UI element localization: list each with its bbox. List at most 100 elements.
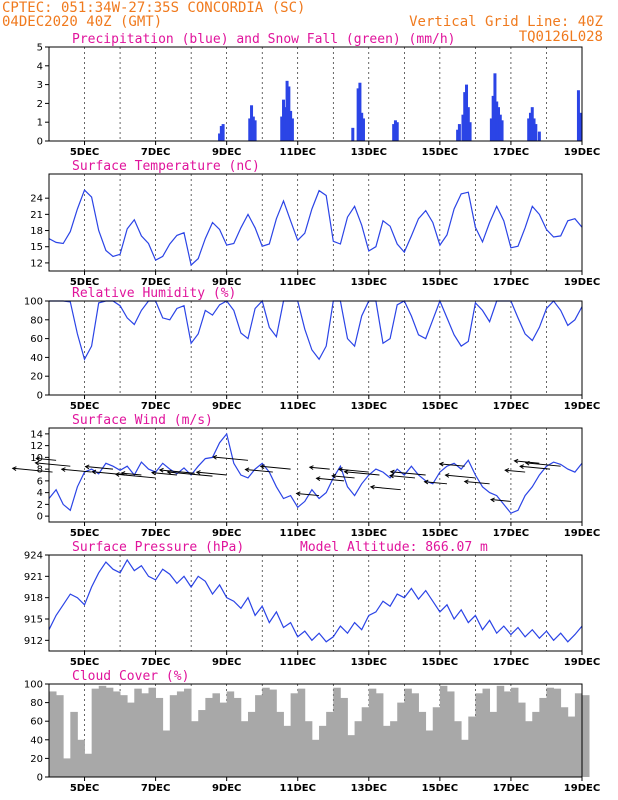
pressure-ytick-label: 918 bbox=[24, 593, 43, 604]
cloud-bar bbox=[560, 707, 569, 777]
precip-bar bbox=[528, 112, 532, 141]
wind-arrowhead bbox=[308, 465, 314, 470]
rh-xtick-label: 9DEC bbox=[212, 401, 241, 412]
rh-xtick-label: 19DEC bbox=[564, 401, 600, 412]
pressure-title: Surface Pressure (hPa) bbox=[72, 540, 244, 555]
rh-ytick-label: 40 bbox=[30, 353, 43, 364]
precip-bar bbox=[532, 118, 536, 141]
wind-arrow bbox=[390, 475, 416, 479]
temp-ytick-label: 24 bbox=[30, 194, 43, 205]
wind-arrow bbox=[159, 469, 195, 474]
temp-xtick-label: 9DEC bbox=[212, 277, 241, 288]
pressure-xtick-label: 9DEC bbox=[212, 657, 241, 668]
cloud-bar bbox=[446, 691, 455, 777]
cloud-bar bbox=[354, 721, 363, 777]
wind-arrowhead bbox=[34, 460, 40, 466]
cloud-bar bbox=[127, 702, 135, 777]
rh-line bbox=[49, 299, 583, 361]
precip-xtick-label: 19DEC bbox=[564, 147, 600, 158]
precip-bar bbox=[496, 107, 500, 141]
cloud-bar bbox=[368, 688, 377, 777]
cloud-panel: Cloud Cover (%) 0 20 40 60 80 100 5DEC 7DEC 9DEC 1… bbox=[24, 669, 600, 794]
cloud-bar bbox=[489, 711, 498, 777]
wind-arrow bbox=[85, 466, 114, 470]
pressure-ytick-label: 912 bbox=[24, 636, 43, 647]
cloud-bar bbox=[134, 688, 142, 777]
wind-arrow bbox=[36, 457, 57, 461]
wind-arrowhead bbox=[166, 469, 172, 475]
wind-arrowhead bbox=[444, 473, 450, 478]
header-line1: CPTEC: 051:34W-27:35S CONCORDIA (SC) bbox=[2, 0, 305, 16]
wind-xtick-label: 11DEC bbox=[280, 528, 316, 539]
precip-bar bbox=[576, 90, 580, 141]
wind-arrow bbox=[439, 463, 465, 467]
temp-xtick-label: 11DEC bbox=[280, 277, 316, 288]
cloud-bar bbox=[439, 685, 448, 777]
cloud-xtick-label: 9DEC bbox=[212, 783, 241, 794]
wind-arrowhead bbox=[84, 464, 90, 470]
cloud-bar bbox=[290, 693, 299, 777]
cloud-bar bbox=[240, 721, 249, 777]
cloud-xtick-label: 19DEC bbox=[564, 783, 600, 794]
precip-bar bbox=[395, 122, 399, 141]
temp-xtick-label: 19DEC bbox=[564, 277, 600, 288]
cloud-bar bbox=[148, 687, 157, 777]
wind-ytick-label: 8 bbox=[37, 465, 43, 476]
wind-arrow bbox=[167, 471, 213, 477]
precip-title: Precipitation (blue) and Snow Fall (gree… bbox=[72, 32, 456, 47]
cloud-bar bbox=[205, 697, 213, 777]
cloud-bar bbox=[454, 721, 462, 777]
cloud-ytick-label: 40 bbox=[30, 735, 43, 746]
cloud-xtick-label: 15DEC bbox=[422, 783, 458, 794]
cloud-bar bbox=[503, 691, 512, 777]
precip-bar bbox=[360, 112, 364, 141]
precip-bar bbox=[253, 120, 257, 141]
precip-panel: Precipitation (blue) and Snow Fall (gree… bbox=[37, 32, 601, 158]
temp-xtick-label: 13DEC bbox=[351, 277, 387, 288]
temp-xtick-label: 7DEC bbox=[141, 277, 170, 288]
precip-bar bbox=[282, 99, 286, 141]
wind-arrowhead bbox=[35, 456, 41, 462]
cloud-bar bbox=[319, 725, 327, 777]
precip-bar bbox=[500, 120, 504, 141]
cloud-bar bbox=[262, 687, 270, 777]
precip-ytick-label: 3 bbox=[37, 80, 43, 91]
cloud-bar bbox=[98, 685, 107, 777]
wind-arrowhead bbox=[158, 467, 164, 473]
precip-bar bbox=[457, 124, 461, 141]
wind-line bbox=[48, 432, 583, 514]
wind-arrow bbox=[61, 468, 92, 473]
precip-bar bbox=[465, 84, 469, 141]
cloud-bar bbox=[418, 711, 427, 777]
wind-arrowhead bbox=[504, 468, 510, 473]
cloud-bar bbox=[198, 710, 206, 777]
precip-bar bbox=[283, 107, 287, 141]
temp-ytick-label: 21 bbox=[30, 210, 43, 221]
cloud-bar bbox=[574, 693, 583, 777]
wind-arrowhead bbox=[463, 479, 469, 485]
temp-ytick-label: 15 bbox=[30, 242, 43, 253]
rh-xtick-label: 11DEC bbox=[280, 401, 316, 412]
cloud-bar bbox=[255, 695, 263, 777]
wind-arrow bbox=[445, 474, 476, 479]
wind-xtick-label: 5DEC bbox=[70, 528, 99, 539]
wind-xtick-label: 17DEC bbox=[493, 528, 529, 539]
precip-bar bbox=[493, 73, 497, 141]
rh-xtick-label: 5DEC bbox=[70, 401, 99, 412]
precip-bar bbox=[287, 86, 291, 141]
cloud-bar bbox=[105, 687, 114, 777]
cloud-bar bbox=[383, 725, 391, 777]
wind-arrow bbox=[390, 471, 426, 476]
rh-ytick-label: 20 bbox=[30, 372, 43, 383]
wind-arrowhead bbox=[11, 466, 17, 471]
precip-xtick-label: 7DEC bbox=[141, 147, 170, 158]
pressure-frame bbox=[48, 554, 583, 652]
precip-bar bbox=[392, 124, 396, 141]
cloud-bar bbox=[510, 687, 519, 777]
pressure-xtick-label: 13DEC bbox=[351, 657, 387, 668]
temp-xtick-label: 17DEC bbox=[493, 277, 529, 288]
cloud-bar bbox=[532, 711, 540, 777]
precip-xtick-label: 9DEC bbox=[212, 147, 241, 158]
